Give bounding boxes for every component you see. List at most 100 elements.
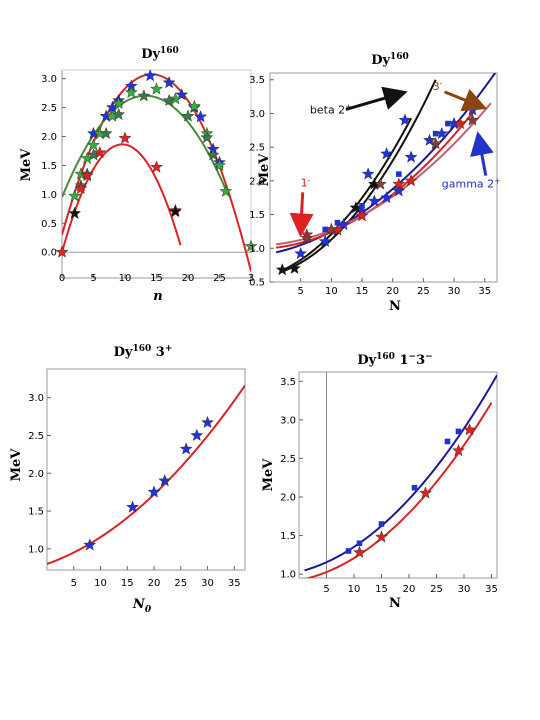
data-point-star	[137, 89, 151, 102]
data-point-star	[112, 96, 126, 110]
x-tick-label: 30	[201, 578, 214, 589]
x-tick-label: 10	[348, 584, 361, 595]
data-point-star	[398, 113, 412, 126]
chart-title: Dy160 1−3−	[357, 352, 432, 368]
data-point-star	[162, 93, 176, 107]
x-tick-label: 15	[375, 584, 388, 595]
x-tick-label: 5	[323, 584, 329, 595]
data-point-star	[275, 263, 289, 276]
annotation-arrow	[345, 86, 408, 111]
data-point-star	[453, 116, 467, 130]
y-tick-label: 1.0	[249, 244, 265, 255]
data-point-square	[444, 438, 451, 445]
data-point-star	[150, 82, 163, 95]
plot-frame	[269, 72, 498, 283]
y-tick-label: 2.0	[28, 469, 44, 480]
y-tick-label: 1.0	[280, 570, 296, 581]
data-point-star	[126, 500, 140, 513]
chart-panel-1: 0 5 10 15 20 25 3 0.0 0.5 1.0 1.5 2.0 2.5 3.0 Dy160 n Me…	[19, 46, 258, 304]
data-point-star	[288, 261, 301, 274]
y-axis-label: MeV	[261, 458, 276, 492]
data-point-star	[150, 160, 163, 173]
data-point-star	[452, 443, 465, 457]
y-tick-label: 3.0	[249, 109, 265, 120]
data-point-star	[190, 428, 204, 441]
x-tick-label: 10	[119, 273, 132, 284]
x-tick-label: 20	[182, 273, 195, 284]
y-tick-label: 1.0	[28, 544, 44, 555]
data-point-star	[463, 423, 476, 436]
data-point-square	[356, 540, 363, 547]
data-point-square	[396, 171, 402, 177]
data-point-star	[162, 75, 176, 89]
x-tick-label: 10	[94, 578, 107, 589]
data-point-star	[419, 486, 432, 499]
x-tick-label: 35	[485, 584, 498, 595]
x-tick-label: 20	[403, 584, 416, 595]
data-point-star	[367, 194, 381, 207]
data-point-star	[355, 209, 369, 222]
x-tick-label: 3	[248, 273, 254, 284]
y-tick-label: 1.5	[28, 507, 44, 518]
x-tick-label: 5	[71, 578, 77, 589]
x-tick-label: 35	[228, 578, 241, 589]
data-point-star	[423, 133, 436, 146]
data-point-square	[378, 521, 385, 527]
data-point-star	[392, 177, 406, 190]
x-axis-label: n	[153, 289, 162, 304]
y-tick-label: 2.5	[41, 103, 57, 114]
chart-panel-4: 5 10 15 20 25 30 35 1.0 1.5 2.0 2.5 3.0 3.5 Dy160 1−3…	[261, 352, 498, 611]
x-tick-label: 25	[213, 273, 226, 284]
chart-title: Dy160	[371, 52, 409, 68]
y-tick-label: 3.0	[28, 393, 44, 404]
x-tick-label: 20	[386, 286, 399, 297]
annotation-arrow	[444, 88, 488, 112]
x-tick-label: 15	[150, 273, 163, 284]
data-point-star	[83, 538, 97, 551]
y-tick-label: 3.0	[280, 415, 296, 426]
y-tick-label: 1.0	[41, 190, 57, 201]
data-point-star	[373, 177, 387, 190]
data-point-star	[68, 189, 82, 202]
chart-panel-2: 5 10 15 20 25 30 35 0.5 1.0 1.5 2.0 2.5 3.0 3.5 Dy160 N…	[249, 52, 501, 314]
data-point-star	[118, 131, 132, 144]
y-axis-label: MeV	[19, 148, 34, 182]
annotation-label: 3-	[433, 79, 443, 93]
data-point-star	[143, 69, 157, 82]
data-point-square	[445, 120, 451, 127]
chart-title: Dy160	[141, 46, 179, 62]
y-tick-label: 0.5	[249, 278, 265, 289]
y-axis-label: MeV	[257, 153, 272, 187]
data-point-star	[168, 92, 182, 105]
x-tick-label: 15	[356, 286, 369, 297]
data-point-square	[359, 203, 365, 209]
x-tick-label: 35	[478, 286, 491, 297]
data-point-star	[80, 169, 94, 182]
data-point-star	[353, 545, 366, 559]
x-tick-label: 15	[121, 578, 134, 589]
x-tick-label: 25	[430, 584, 443, 595]
data-point-star	[187, 99, 201, 112]
data-point-star	[380, 190, 394, 204]
x-tick-label: 25	[417, 286, 430, 297]
data-point-star	[147, 485, 161, 498]
y-tick-label: 1.5	[280, 531, 296, 542]
data-point-star	[194, 110, 208, 123]
chart-title: Dy160 3+	[114, 344, 173, 360]
annotation-label: gamma 2+	[442, 177, 501, 191]
data-point-square	[455, 428, 462, 435]
data-point-star	[380, 147, 394, 160]
data-point-star	[55, 245, 69, 258]
y-tick-label: 2.5	[28, 431, 44, 442]
data-point-star	[318, 234, 332, 248]
x-tick-label: 0	[59, 273, 65, 284]
data-point-star	[200, 130, 214, 144]
data-point-star	[375, 530, 388, 543]
data-point-star	[181, 109, 195, 122]
annotation-arrow	[289, 192, 314, 238]
data-point-star	[124, 85, 138, 99]
y-axis-label: MeV	[9, 448, 24, 482]
fit-curve-1	[47, 384, 245, 565]
y-tick-label: 0.0	[41, 248, 57, 259]
